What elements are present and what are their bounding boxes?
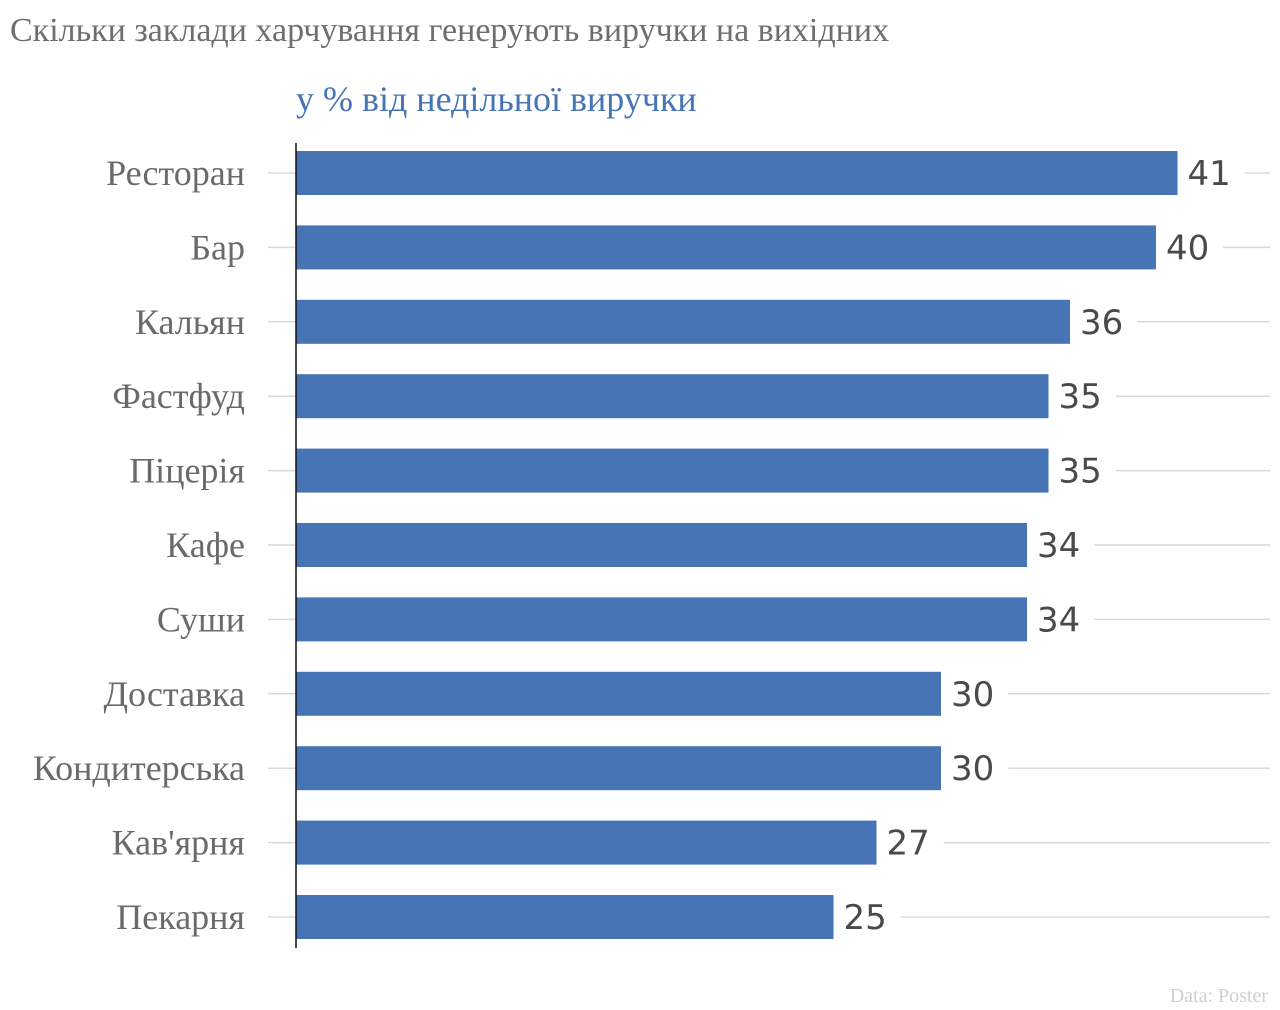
category-label: Кафе [166,525,245,565]
gridlines [268,172,1270,918]
category-label: Ресторан [106,153,245,193]
category-label: Кальян [135,302,245,342]
bar [296,523,1027,567]
bar [296,448,1049,493]
bar [296,597,1027,642]
category-label: Кав'ярня [112,823,245,863]
value-label: 27 [887,824,930,864]
bars [296,151,1178,939]
category-label: Піцерія [129,451,245,491]
value-label: 35 [1059,377,1102,417]
category-label: Пекарня [116,897,245,937]
bar [296,820,877,865]
value-label: 35 [1059,452,1102,492]
bar [296,671,941,716]
value-label: 34 [1037,600,1080,640]
value-label: 40 [1166,228,1209,268]
category-label: Бар [190,227,245,267]
chart-title: Скільки заклади харчування генерують вир… [10,12,890,49]
bar [296,895,834,939]
category-label: Фастфуд [112,376,245,416]
value-label: 36 [1080,303,1123,343]
value-label: 34 [1037,526,1080,566]
bar [296,299,1070,344]
source-note: Data: Poster [1169,985,1268,1007]
value-label: 41 [1188,154,1231,194]
category-label: Суши [157,599,245,639]
chart-subtitle: у % від недільної виручки [296,79,697,119]
bar [296,151,1178,195]
bar-chart: Ресторан 41 Бар 40 Кальян 36 Фастфуд 35 Піцерія 3… [33,143,1270,948]
value-label: 30 [951,749,994,789]
value-label: 25 [844,898,887,938]
bar [296,746,941,791]
value-label: 30 [951,675,994,715]
category-label: Кондитерська [33,748,245,788]
category-label: Доставка [103,674,245,714]
bar [296,225,1156,270]
bar [296,374,1049,419]
labels: Ресторан 41 Бар 40 Кальян 36 Фастфуд 35 Піцерія 3… [33,153,1231,938]
